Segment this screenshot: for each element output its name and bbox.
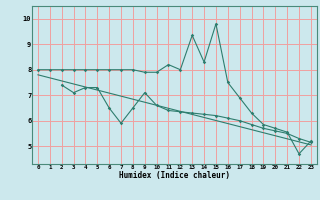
X-axis label: Humidex (Indice chaleur): Humidex (Indice chaleur) bbox=[119, 171, 230, 180]
